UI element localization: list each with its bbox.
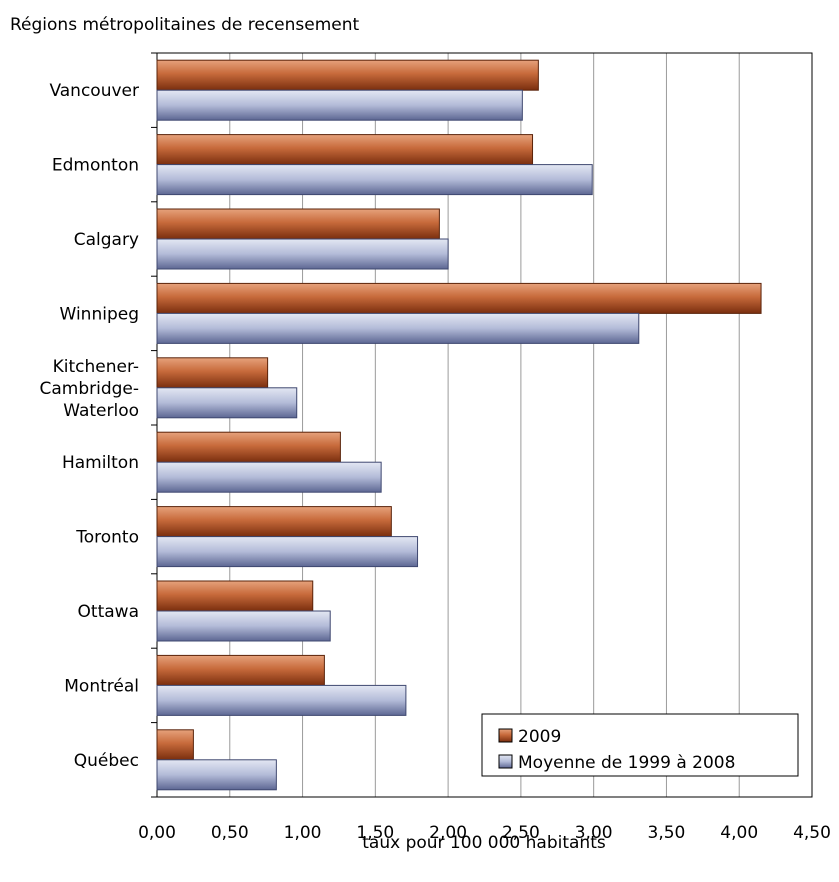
x-tick-label: 0,50 (211, 823, 249, 843)
bar-2009 (157, 209, 439, 239)
bar-2009 (157, 432, 340, 462)
category-label: Vancouver (49, 81, 139, 101)
bar-average (157, 388, 297, 418)
bar-average (157, 537, 418, 567)
x-tick-label: 0,00 (138, 823, 176, 843)
category-label: Ottawa (78, 602, 139, 622)
y-axis-labels: Vancouver Edmonton Calgary Winnipeg Kitchene… (39, 81, 139, 771)
legend-swatch (499, 729, 512, 742)
bar-average (157, 760, 276, 790)
category-label: Toronto (75, 528, 139, 548)
category-label: Kitchener-Cambridge-Waterloo (39, 357, 139, 421)
bar-2009 (157, 507, 391, 537)
legend-label: 2009 (518, 727, 561, 747)
bar-2009 (157, 730, 193, 760)
y-axis-ticks (151, 53, 157, 797)
category-label: Québec (74, 751, 139, 771)
bar-2009 (157, 60, 538, 90)
x-tick-label: 4,00 (720, 823, 758, 843)
x-tick-label: 4,50 (793, 823, 831, 843)
category-label: Montréal (64, 676, 139, 696)
bar-2009 (157, 283, 761, 313)
legend-label: Moyenne de 1999 à 2008 (518, 753, 735, 773)
bar-average (157, 239, 448, 269)
category-label: Calgary (74, 230, 139, 250)
bar-average (157, 611, 330, 641)
legend: 2009 Moyenne de 1999 à 2008 (482, 714, 798, 776)
bars (157, 60, 761, 790)
bar-average (157, 313, 639, 343)
bar-average (157, 685, 406, 715)
bar-average (157, 462, 381, 492)
x-axis-title: taux pour 100 000 habitants (362, 833, 606, 853)
bar-average (157, 165, 592, 195)
bar-2009 (157, 581, 313, 611)
category-label: Edmonton (52, 156, 139, 176)
legend-swatch (499, 755, 512, 768)
x-tick-label: 3,50 (648, 823, 686, 843)
chart-title: Régions métropolitaines de recensement (10, 15, 360, 35)
bar-2009 (157, 358, 268, 388)
bar-2009 (157, 135, 533, 165)
bar-2009 (157, 655, 324, 685)
x-tick-label: 1,00 (284, 823, 322, 843)
bar-average (157, 90, 522, 120)
category-label: Winnipeg (60, 304, 139, 324)
category-label: Hamilton (62, 453, 139, 473)
